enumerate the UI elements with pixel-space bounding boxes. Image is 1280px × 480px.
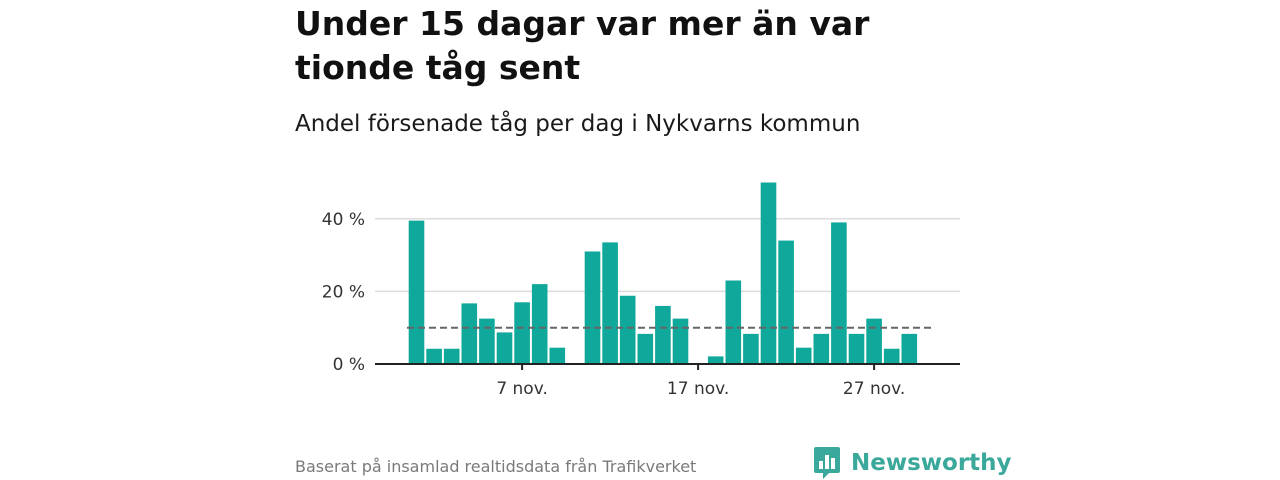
bar: [866, 318, 882, 364]
bar: [707, 356, 724, 364]
newsworthy-logo[interactable]: Newsworthy: [813, 446, 1012, 480]
bar: [725, 280, 742, 364]
source-note: Baserat på insamlad realtidsdata från Tr…: [295, 457, 697, 476]
bar: [637, 333, 654, 364]
bar: [848, 333, 865, 364]
bars: [408, 182, 918, 364]
chart-subtitle: Andel försenade tåg per dag i Nykvarns k…: [295, 111, 861, 137]
bar: [584, 251, 601, 364]
y-tick-label: 0 %: [333, 355, 365, 375]
x-tick-label: 17 nov.: [667, 379, 729, 399]
bar: [408, 220, 425, 364]
bar: [619, 295, 636, 364]
bar: [672, 318, 689, 364]
newsworthy-icon: [814, 447, 840, 479]
y-tick-label: 40 %: [322, 210, 365, 230]
bar: [461, 303, 478, 364]
bar: [443, 348, 460, 364]
y-tick-label: 20 %: [322, 282, 365, 302]
bar: [602, 242, 618, 364]
x-tick-label: 27 nov.: [843, 379, 905, 399]
bar: [514, 302, 530, 364]
bar: [426, 348, 442, 364]
bar-chart: 0 % 20 % 40 % 7 nov. 17 nov. 27 nov.: [322, 182, 960, 399]
gridlines: [375, 218, 960, 293]
bar: [743, 333, 759, 364]
x-axis-ticks: 7 nov. 17 nov. 27 nov.: [496, 364, 905, 399]
bar: [760, 182, 777, 364]
bar: [655, 305, 671, 364]
chart-title: Under 15 dagar var mer än var tionde tåg…: [295, 4, 870, 87]
bar: [831, 222, 847, 364]
bar: [778, 240, 794, 364]
bar: [549, 347, 566, 364]
bar: [901, 333, 918, 364]
bar: [883, 348, 900, 364]
bar: [813, 333, 830, 364]
x-tick-label: 7 nov.: [496, 379, 548, 399]
bar: [479, 318, 495, 364]
chart-card: Under 15 dagar var mer än var tionde tåg…: [295, 0, 1012, 480]
brand-name: Newsworthy: [851, 450, 1012, 476]
bar: [531, 284, 548, 364]
bar: [795, 347, 812, 364]
bar: [496, 332, 513, 364]
y-axis-ticks: 0 % 20 % 40 %: [322, 210, 365, 375]
